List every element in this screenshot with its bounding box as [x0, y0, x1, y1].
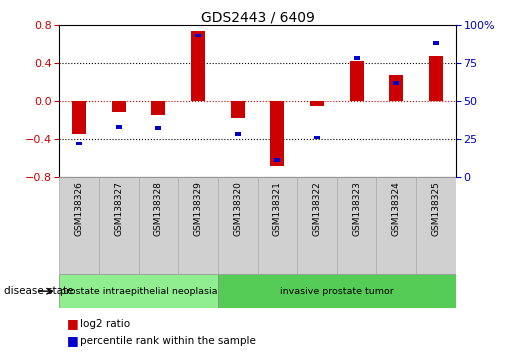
Bar — [429, 56, 443, 101]
Bar — [297, 177, 337, 274]
Text: GSM138324: GSM138324 — [392, 181, 401, 236]
Text: GSM138328: GSM138328 — [154, 181, 163, 236]
Text: GSM138329: GSM138329 — [194, 181, 202, 236]
Bar — [314, 136, 320, 139]
Text: ■: ■ — [67, 318, 79, 330]
Text: GSM138321: GSM138321 — [273, 181, 282, 236]
Text: invasive prostate tumor: invasive prostate tumor — [280, 287, 393, 296]
Bar — [310, 101, 324, 105]
Text: prostate intraepithelial neoplasia: prostate intraepithelial neoplasia — [60, 287, 217, 296]
Text: ■: ■ — [67, 334, 79, 347]
Bar — [139, 177, 178, 274]
Text: GSM138326: GSM138326 — [75, 181, 83, 236]
Bar — [112, 101, 126, 112]
Bar — [274, 158, 280, 162]
Bar — [99, 177, 139, 274]
Bar — [416, 177, 456, 274]
Text: GSM138327: GSM138327 — [114, 181, 123, 236]
Bar — [433, 41, 439, 45]
Bar — [258, 177, 297, 274]
Bar — [270, 101, 284, 166]
Text: GSM138320: GSM138320 — [233, 181, 242, 236]
Bar — [231, 101, 245, 118]
Bar — [151, 101, 165, 115]
Bar — [354, 56, 359, 60]
Bar — [178, 177, 218, 274]
Bar — [191, 32, 205, 101]
Bar — [376, 177, 416, 274]
Bar — [156, 126, 161, 130]
Bar — [195, 34, 201, 37]
Text: GDS2443 / 6409: GDS2443 / 6409 — [200, 11, 315, 25]
Bar — [116, 125, 122, 129]
Bar — [59, 274, 218, 308]
Bar — [350, 61, 364, 101]
Text: GSM138322: GSM138322 — [313, 181, 321, 236]
Bar — [218, 177, 258, 274]
Bar — [76, 142, 82, 145]
Text: GSM138325: GSM138325 — [432, 181, 440, 236]
Bar — [59, 177, 99, 274]
Bar — [393, 81, 399, 85]
Text: disease state: disease state — [4, 286, 74, 296]
Text: percentile rank within the sample: percentile rank within the sample — [80, 336, 256, 346]
Bar — [337, 177, 376, 274]
Text: log2 ratio: log2 ratio — [80, 319, 130, 329]
Text: GSM138323: GSM138323 — [352, 181, 361, 236]
Bar — [218, 274, 456, 308]
Bar — [389, 75, 403, 101]
Bar — [235, 132, 241, 136]
Bar — [72, 101, 86, 134]
